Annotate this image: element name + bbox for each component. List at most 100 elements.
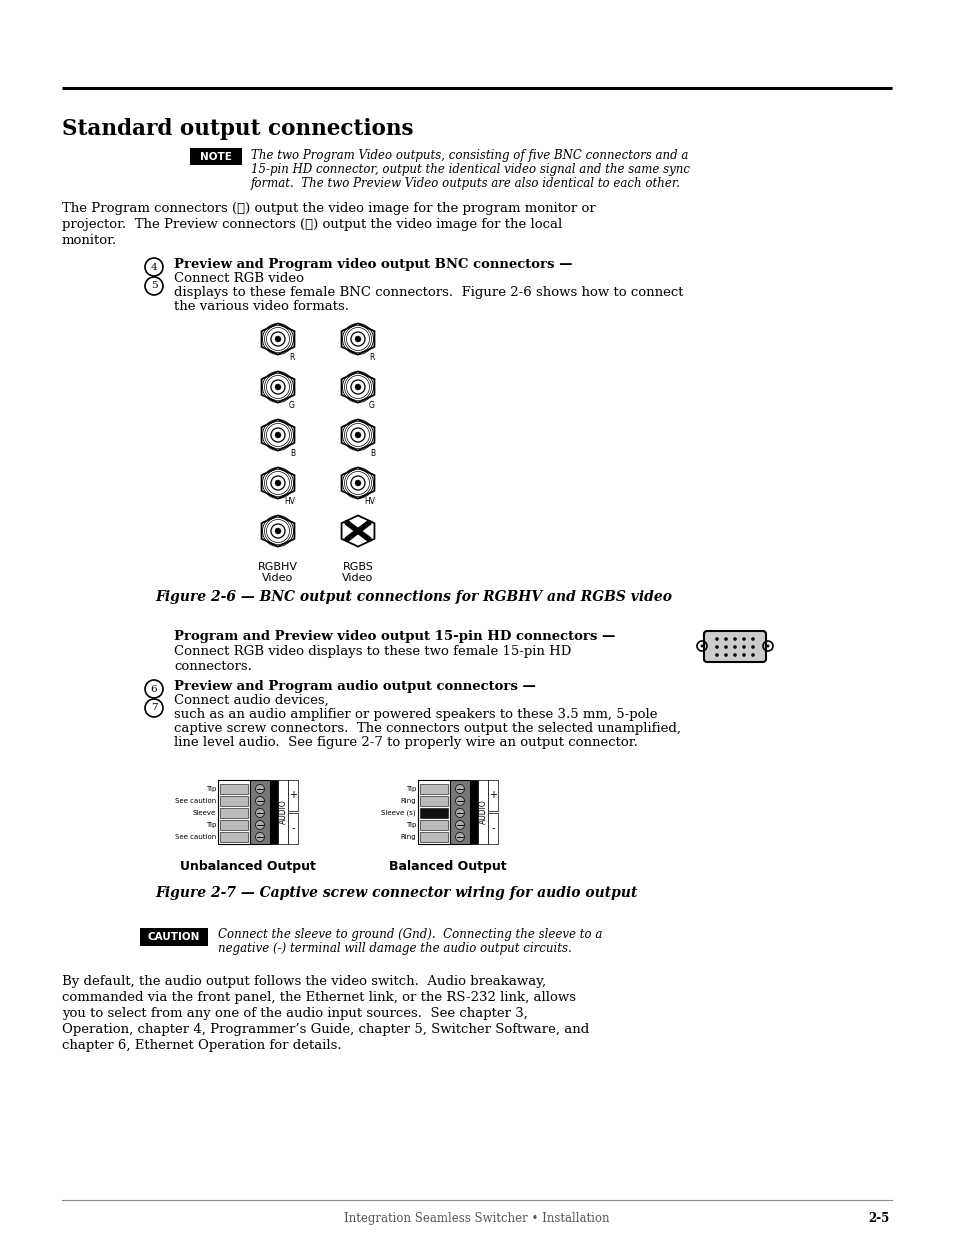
- Text: monitor.: monitor.: [62, 233, 117, 247]
- Text: HV: HV: [364, 496, 375, 505]
- Circle shape: [765, 645, 769, 647]
- Text: Sleeve (s): Sleeve (s): [381, 810, 416, 816]
- Circle shape: [275, 480, 280, 485]
- Text: format.  The two Preview Video outputs are also identical to each other.: format. The two Preview Video outputs ar…: [251, 177, 680, 190]
- Text: G: G: [369, 400, 375, 410]
- Text: chapter 6, Ethernet Operation for details.: chapter 6, Ethernet Operation for detail…: [62, 1039, 341, 1052]
- Bar: [419, 820, 448, 830]
- Text: See caution: See caution: [174, 798, 215, 804]
- Text: Connect RGB video displays to these two female 15-pin HD: Connect RGB video displays to these two …: [173, 645, 571, 658]
- Circle shape: [355, 336, 360, 342]
- Text: RGBHV: RGBHV: [257, 562, 297, 572]
- Bar: [488, 813, 497, 844]
- Circle shape: [275, 384, 280, 389]
- Text: G: G: [289, 400, 294, 410]
- Circle shape: [741, 653, 745, 657]
- Text: Ring: Ring: [400, 798, 416, 804]
- Text: the various video formats.: the various video formats.: [173, 300, 349, 312]
- Text: Operation, chapter 4, Programmer’s Guide, chapter 5, Switcher Software, and: Operation, chapter 4, Programmer’s Guide…: [62, 1023, 589, 1036]
- Bar: [190, 148, 242, 165]
- Bar: [220, 820, 248, 830]
- Circle shape: [723, 637, 727, 641]
- Bar: [220, 808, 248, 818]
- Circle shape: [355, 384, 360, 389]
- Circle shape: [741, 637, 745, 641]
- Text: Figure 2-6 — BNC output connections for RGBHV and RGBS video: Figure 2-6 — BNC output connections for …: [154, 590, 671, 604]
- Circle shape: [255, 784, 264, 794]
- Text: Preview and Program audio output connectors —: Preview and Program audio output connect…: [173, 680, 536, 693]
- Text: Connect RGB video: Connect RGB video: [173, 272, 304, 285]
- Text: Tip: Tip: [206, 823, 215, 827]
- Text: Video: Video: [342, 573, 374, 583]
- Text: connectors.: connectors.: [173, 659, 252, 673]
- Text: 4: 4: [151, 263, 157, 272]
- Text: Standard output connections: Standard output connections: [62, 119, 413, 140]
- Text: Preview and Program video output BNC connectors —: Preview and Program video output BNC con…: [173, 258, 572, 270]
- Circle shape: [715, 653, 718, 657]
- Text: Sleeve: Sleeve: [193, 810, 215, 816]
- Circle shape: [700, 645, 702, 647]
- Circle shape: [255, 809, 264, 818]
- Text: Tip: Tip: [206, 785, 215, 792]
- Text: RGBS: RGBS: [342, 562, 373, 572]
- Text: R: R: [369, 352, 375, 362]
- Circle shape: [255, 797, 264, 805]
- Bar: [419, 784, 448, 794]
- Circle shape: [750, 653, 754, 657]
- Text: Ring: Ring: [400, 834, 416, 840]
- Text: R: R: [290, 352, 294, 362]
- Bar: [477, 781, 488, 844]
- Text: commanded via the front panel, the Ethernet link, or the RS-232 link, allows: commanded via the front panel, the Ether…: [62, 990, 576, 1004]
- Text: +: +: [489, 790, 497, 800]
- Text: AUDIO: AUDIO: [278, 799, 287, 825]
- Text: Unbalanced Output: Unbalanced Output: [180, 860, 315, 873]
- Bar: [288, 781, 297, 811]
- Circle shape: [715, 645, 718, 648]
- Circle shape: [750, 637, 754, 641]
- Bar: [417, 781, 450, 844]
- Circle shape: [733, 637, 736, 641]
- Circle shape: [455, 820, 464, 830]
- FancyBboxPatch shape: [703, 631, 765, 662]
- Text: 7: 7: [151, 704, 157, 713]
- Circle shape: [455, 784, 464, 794]
- Text: displays to these female BNC connectors.  Figure 2-6 shows how to connect: displays to these female BNC connectors.…: [173, 287, 682, 299]
- Bar: [220, 797, 248, 806]
- Text: Program and Preview video output 15-pin HD connectors —: Program and Preview video output 15-pin …: [173, 630, 615, 643]
- Circle shape: [455, 809, 464, 818]
- Circle shape: [355, 480, 360, 485]
- Circle shape: [275, 336, 280, 342]
- Bar: [277, 781, 288, 844]
- Text: See caution: See caution: [174, 834, 215, 840]
- Circle shape: [275, 432, 280, 437]
- Text: -: -: [491, 824, 495, 834]
- Bar: [419, 808, 448, 818]
- Bar: [220, 784, 248, 794]
- Text: such as an audio amplifier or powered speakers to these 3.5 mm, 5-pole: such as an audio amplifier or powered sp…: [173, 708, 657, 721]
- Text: Balanced Output: Balanced Output: [389, 860, 506, 873]
- Text: CAUTION: CAUTION: [148, 932, 200, 942]
- Bar: [450, 781, 470, 844]
- Text: Connect audio devices,: Connect audio devices,: [173, 694, 329, 706]
- Text: 15-pin HD connector, output the identical video signal and the same sync: 15-pin HD connector, output the identica…: [251, 163, 689, 177]
- Text: AUDIO: AUDIO: [478, 799, 487, 825]
- Circle shape: [255, 820, 264, 830]
- Text: The two Program Video outputs, consisting of five BNC connectors and a: The two Program Video outputs, consistin…: [251, 149, 688, 162]
- Bar: [218, 781, 250, 844]
- Text: line level audio.  See figure 2-7 to properly wire an output connector.: line level audio. See figure 2-7 to prop…: [173, 736, 638, 748]
- Circle shape: [455, 832, 464, 841]
- Circle shape: [715, 637, 718, 641]
- Text: By default, the audio output follows the video switch.  Audio breakaway,: By default, the audio output follows the…: [62, 974, 545, 988]
- Text: projector.  The Preview connectors (⑥) output the video image for the local: projector. The Preview connectors (⑥) ou…: [62, 219, 561, 231]
- Bar: [419, 832, 448, 842]
- Text: Connect the sleeve to ground (Gnd).  Connecting the sleeve to a: Connect the sleeve to ground (Gnd). Conn…: [218, 927, 601, 941]
- Circle shape: [455, 797, 464, 805]
- Text: HV: HV: [284, 496, 294, 505]
- Bar: [288, 813, 297, 844]
- Circle shape: [750, 645, 754, 648]
- Text: 2-5: 2-5: [868, 1212, 889, 1225]
- Bar: [488, 781, 497, 811]
- Text: negative (-) terminal will damage the audio output circuits.: negative (-) terminal will damage the au…: [218, 942, 571, 955]
- Text: 6: 6: [151, 684, 157, 694]
- Bar: [470, 781, 477, 844]
